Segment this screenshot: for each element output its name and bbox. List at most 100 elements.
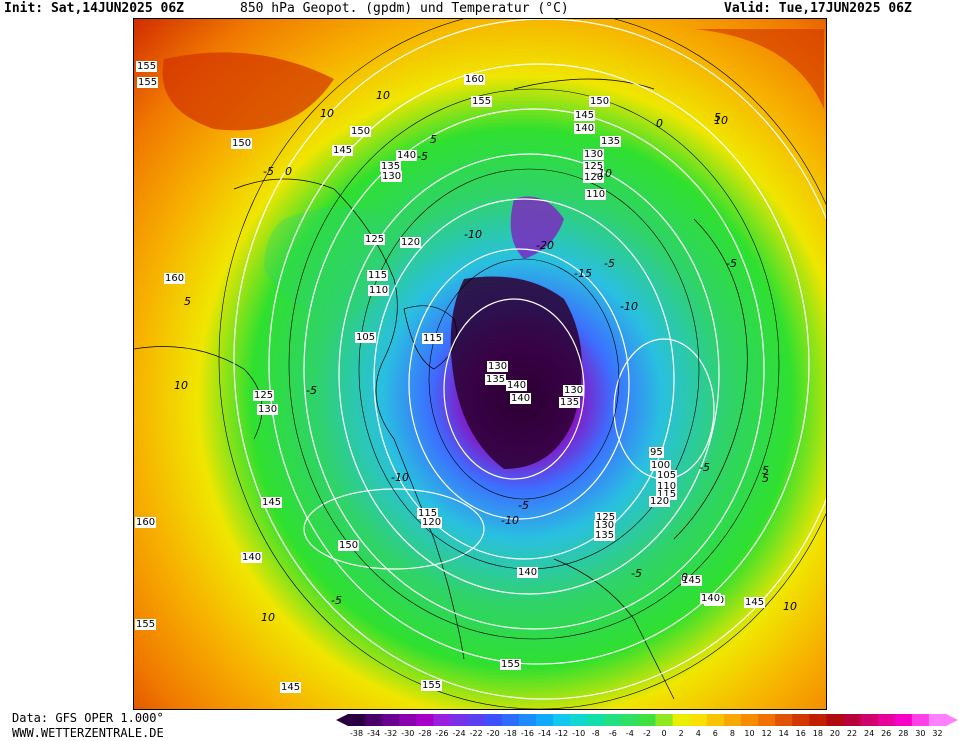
geopotential-label: 120: [649, 496, 671, 507]
scale-swatch: [928, 714, 947, 726]
geopotential-label: 125: [253, 390, 275, 401]
geopotential-label: 130: [257, 404, 279, 415]
scale-tick-label: 10: [744, 729, 755, 738]
geopotential-label: 95: [649, 447, 664, 458]
scale-swatch: [604, 714, 622, 726]
scale-tick-label: 0: [661, 729, 667, 738]
temperature-label: -5: [726, 257, 737, 270]
geopotential-label: 155: [500, 659, 522, 670]
polar-cold-core: [450, 276, 582, 469]
temperature-label: 10: [261, 611, 275, 624]
geopotential-label: 145: [261, 497, 283, 508]
temperature-label: -5: [631, 567, 642, 580]
geopotential-label: 120: [583, 172, 605, 183]
scale-swatch: [843, 714, 862, 726]
geopotential-label: 115: [422, 333, 444, 344]
scale-swatch: [706, 714, 725, 726]
geopotential-label: 140: [241, 552, 263, 563]
scale-swatch: [758, 714, 776, 726]
map-title: 850 hPa Geopot. (gpdm) und Temperatur (°…: [240, 1, 569, 16]
scale-swatch: [621, 714, 639, 726]
geopotential-label: 150: [589, 96, 611, 107]
geopotential-label: 155: [135, 619, 157, 630]
geopotential-label: 145: [332, 145, 354, 156]
scale-swatch: [689, 714, 708, 726]
geopotential-label: 135: [600, 136, 622, 147]
geopotential-label: 120: [421, 517, 443, 528]
temperature-label: -5: [306, 384, 317, 397]
geopotential-label: 115: [417, 508, 439, 519]
color-scale: -38 -34 -32 -30 -28 -26 -24 -22 -20 -18 -16 -14 -12-…: [336, 712, 958, 740]
scale-tick-label: -12: [555, 729, 569, 738]
cool-region-canada: [264, 206, 396, 319]
scale-tick-label: -14: [537, 729, 552, 738]
scale-swatch: [467, 714, 486, 726]
scale-tick-label: 16: [795, 729, 806, 738]
scale-tick-label: -6: [608, 729, 617, 738]
warm-region-ne: [694, 29, 824, 109]
scale-tick-label: -20: [486, 729, 500, 738]
temperature-label: 5: [430, 133, 437, 146]
temperature-label: -10: [594, 167, 612, 180]
scale-tick-label: -18: [503, 729, 517, 738]
scale-swatch: [792, 714, 810, 726]
scale-tick-label: -32: [384, 729, 398, 738]
temperature-label: 5: [762, 464, 769, 477]
scale-swatch: [570, 714, 588, 726]
geopotential-label: 155: [471, 96, 493, 107]
scale-tick-label: -34: [367, 729, 381, 738]
scale-swatch: [553, 714, 571, 726]
temperature-label: 10: [783, 600, 797, 613]
scale-tick-label: 32: [932, 729, 943, 738]
temperature-label: 0: [285, 165, 292, 178]
temperature-label: 5: [184, 295, 191, 308]
geopotential-label: 155: [137, 77, 159, 88]
geopotential-label: 150: [231, 138, 253, 149]
geopotential-label: 130: [381, 171, 403, 182]
geopotential-label: 140: [700, 593, 722, 604]
temperature-label: -5: [417, 150, 428, 163]
scale-tick-label: -38: [349, 729, 364, 738]
temperature-label: -10: [464, 228, 482, 241]
temperature-label: 10: [714, 114, 728, 127]
geopotential-label: 135: [485, 374, 507, 385]
scale-swatch: [433, 714, 452, 726]
scale-swatch: [775, 714, 793, 726]
temperature-label: -5: [699, 461, 710, 474]
scale-swatch: [911, 714, 930, 726]
scale-tick-label: 2: [678, 729, 684, 738]
scale-tick-label: 26: [881, 729, 892, 738]
geopotential-label: 140: [396, 150, 418, 161]
scale-swatch: [399, 714, 417, 726]
scale-tick-label: -4: [625, 729, 634, 738]
geopotential-label: 120: [400, 237, 422, 248]
cold-tongue: [510, 196, 564, 259]
scale-tick-label: -8: [591, 729, 600, 738]
scale-arrow-right: [946, 714, 958, 726]
temperature-label: -5: [263, 165, 274, 178]
geopotential-label: 145: [574, 110, 596, 121]
temperature-label: -15: [574, 267, 592, 280]
scale-tick-label: -26: [435, 729, 449, 738]
website: WWW.WETTERZENTRALE.DE: [12, 726, 164, 740]
scale-swatch: [740, 714, 759, 726]
scale-tick-label: 8: [729, 729, 735, 738]
isohypses: [233, 19, 826, 700]
scale-tick-label: 20: [829, 729, 841, 738]
warm-region-nw: [162, 52, 334, 131]
geopotential-label: 160: [464, 74, 486, 85]
scale-tick-label: 14: [778, 729, 789, 738]
geopotential-label: 145: [744, 597, 766, 608]
geopotential-label: 110: [585, 189, 607, 200]
geopotential-label: 100: [650, 460, 672, 471]
scale-tick-label: 12: [761, 729, 772, 738]
geopotential-label: 140: [506, 380, 528, 391]
scale-swatch: [587, 714, 605, 726]
geopotential-label: 150: [338, 540, 360, 551]
temperature-label: -10: [391, 471, 409, 484]
scale-tick-label: 4: [695, 729, 701, 738]
temperature-label: 5: [714, 111, 721, 124]
scale-tick-label: -2: [643, 729, 651, 738]
scale-tick-label: 22: [846, 729, 858, 738]
scale-tick-label: 6: [712, 729, 718, 738]
